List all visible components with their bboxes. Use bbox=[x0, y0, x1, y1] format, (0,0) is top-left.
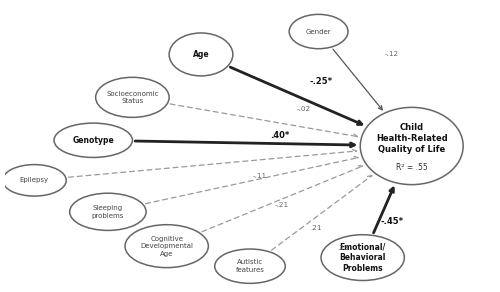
Ellipse shape bbox=[125, 225, 208, 267]
Ellipse shape bbox=[321, 235, 404, 281]
Text: Child
Health-Related
Quality of Life: Child Health-Related Quality of Life bbox=[376, 123, 448, 154]
Text: -.25*: -.25* bbox=[310, 77, 332, 86]
Text: -.02: -.02 bbox=[297, 106, 311, 112]
Text: Socioeconomic
Status: Socioeconomic Status bbox=[106, 91, 158, 104]
Ellipse shape bbox=[70, 193, 146, 230]
Ellipse shape bbox=[54, 123, 132, 157]
Ellipse shape bbox=[360, 107, 463, 185]
Text: Cognitive
Developmental
Age: Cognitive Developmental Age bbox=[140, 236, 193, 257]
Text: Age: Age bbox=[192, 50, 210, 59]
Text: Gender: Gender bbox=[306, 29, 332, 34]
Text: .23: .23 bbox=[338, 245, 349, 251]
Text: -.11: -.11 bbox=[252, 173, 267, 179]
Ellipse shape bbox=[96, 77, 169, 117]
Text: -.21: -.21 bbox=[275, 202, 289, 208]
Text: .21: .21 bbox=[310, 225, 322, 231]
Ellipse shape bbox=[289, 14, 348, 49]
Text: -.12: -.12 bbox=[385, 51, 399, 58]
Text: Genotype: Genotype bbox=[72, 136, 114, 145]
Text: .40*: .40* bbox=[270, 131, 289, 140]
Text: Sleeping
problems: Sleeping problems bbox=[92, 205, 124, 219]
Text: Epilepsy: Epilepsy bbox=[20, 177, 49, 183]
Ellipse shape bbox=[2, 165, 66, 196]
Ellipse shape bbox=[169, 33, 233, 76]
Text: -.45*: -.45* bbox=[380, 217, 404, 226]
Text: Autistic
features: Autistic features bbox=[236, 259, 264, 273]
Text: R² = .55: R² = .55 bbox=[396, 163, 428, 172]
Text: Emotional/
Behavioral
Problems: Emotional/ Behavioral Problems bbox=[340, 242, 386, 273]
Ellipse shape bbox=[214, 249, 286, 283]
